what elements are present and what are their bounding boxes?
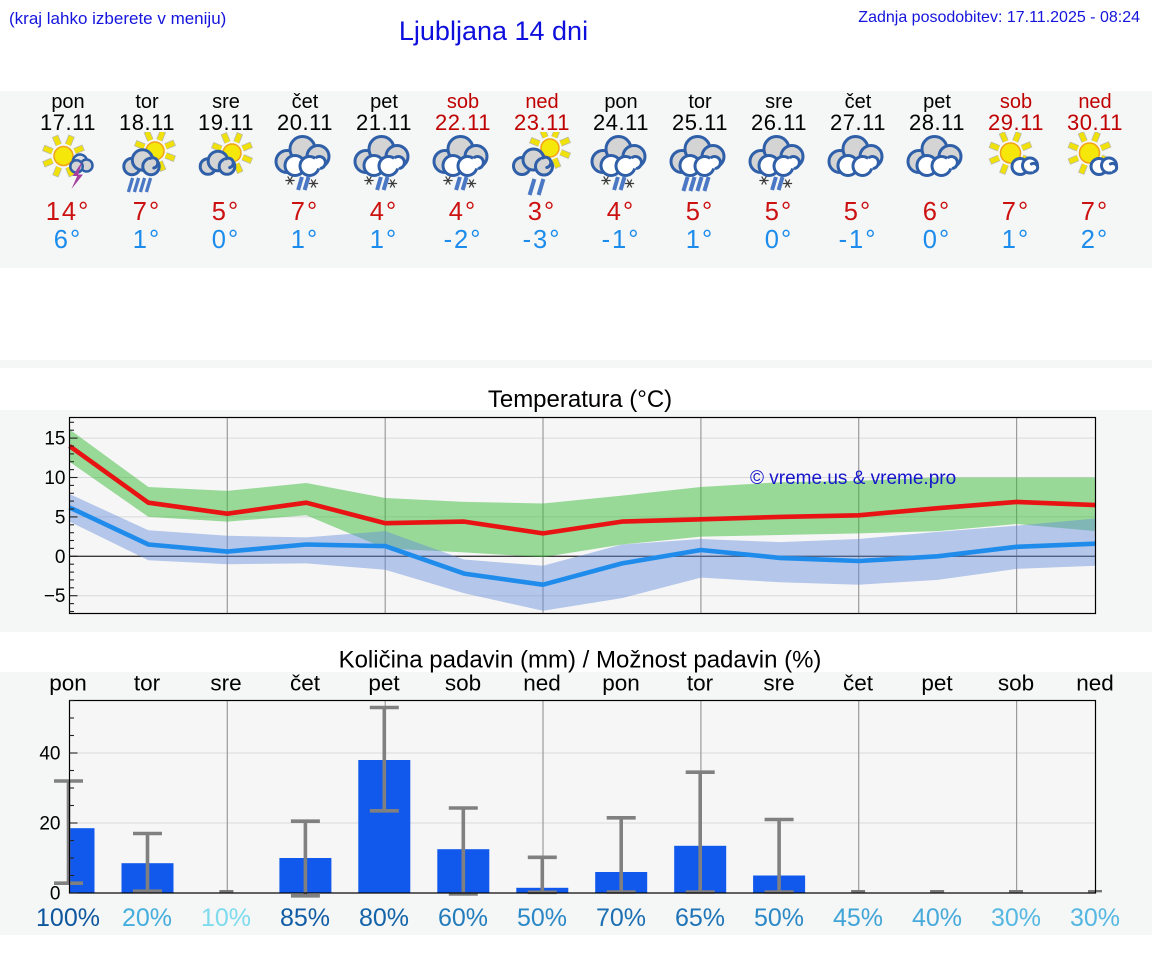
svg-text:sre: sre bbox=[210, 671, 241, 696]
svg-text:50%: 50% bbox=[517, 904, 567, 932]
svg-text:40%: 40% bbox=[912, 904, 962, 932]
svg-text:Temperatura (°C): Temperatura (°C) bbox=[488, 386, 672, 413]
svg-text:0: 0 bbox=[55, 547, 66, 568]
svg-text:10: 10 bbox=[44, 468, 65, 489]
svg-text:5: 5 bbox=[55, 507, 66, 528]
svg-text:20: 20 bbox=[39, 814, 60, 835]
svg-text:40: 40 bbox=[39, 744, 60, 765]
svg-text:15: 15 bbox=[44, 429, 65, 450]
svg-text:85%: 85% bbox=[280, 904, 330, 932]
svg-text:© vreme.us & vreme.pro: © vreme.us & vreme.pro bbox=[750, 468, 956, 489]
svg-text:tor: tor bbox=[687, 671, 714, 696]
svg-text:70%: 70% bbox=[596, 904, 646, 932]
svg-text:30%: 30% bbox=[1070, 904, 1120, 932]
svg-text:60%: 60% bbox=[438, 904, 488, 932]
svg-text:čet: čet bbox=[843, 671, 874, 696]
svg-text:sob: sob bbox=[445, 671, 481, 696]
svg-text:Količina padavin (mm) / Možnos: Količina padavin (mm) / Možnost padavin … bbox=[339, 647, 822, 674]
svg-text:ned: ned bbox=[523, 671, 561, 696]
svg-text:30%: 30% bbox=[991, 904, 1041, 932]
svg-text:sre: sre bbox=[763, 671, 794, 696]
svg-text:čet: čet bbox=[290, 671, 321, 696]
svg-text:pon: pon bbox=[602, 671, 640, 696]
svg-text:50%: 50% bbox=[754, 904, 804, 932]
svg-text:45%: 45% bbox=[833, 904, 883, 932]
svg-text:pon: pon bbox=[49, 671, 87, 696]
svg-text:80%: 80% bbox=[359, 904, 409, 932]
svg-text:pet: pet bbox=[921, 671, 953, 696]
svg-text:10%: 10% bbox=[201, 904, 251, 932]
svg-text:sob: sob bbox=[998, 671, 1034, 696]
svg-text:ned: ned bbox=[1076, 671, 1114, 696]
svg-text:100%: 100% bbox=[36, 904, 100, 932]
svg-text:65%: 65% bbox=[675, 904, 725, 932]
svg-text:0: 0 bbox=[50, 884, 61, 905]
svg-text:tor: tor bbox=[134, 671, 161, 696]
svg-text:−5: −5 bbox=[44, 586, 66, 607]
svg-text:20%: 20% bbox=[122, 904, 172, 932]
svg-text:pet: pet bbox=[368, 671, 400, 696]
